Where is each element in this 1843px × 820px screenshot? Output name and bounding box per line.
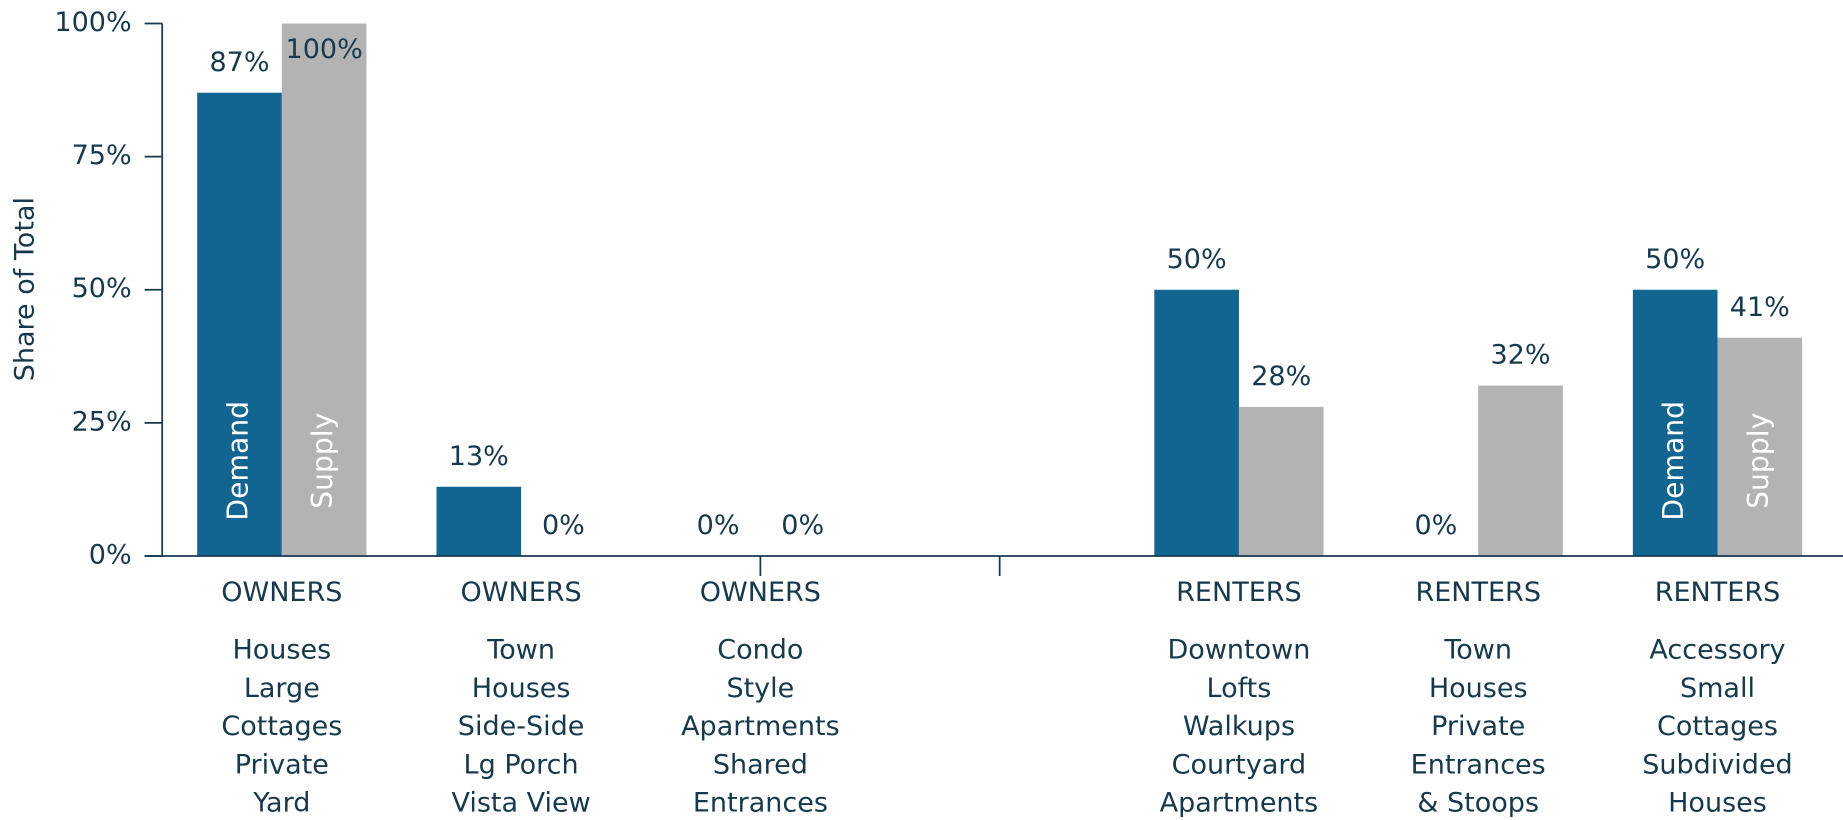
category-description: Walkups (1183, 711, 1295, 742)
category-description: Private (1431, 711, 1525, 742)
category-description: Downtown (1167, 635, 1310, 666)
category-description: Large (244, 673, 320, 704)
bar (1238, 406, 1324, 556)
value-label: 13% (449, 441, 509, 472)
series-label: Supply (1742, 413, 1775, 509)
value-label: 87% (210, 47, 270, 78)
series-label: Supply (306, 413, 339, 509)
category-description: Houses (1429, 673, 1528, 704)
value-label: 50% (1645, 244, 1705, 275)
x-tick-label: RENTERS (1655, 577, 1781, 608)
category-description: Subdivided (1642, 749, 1792, 780)
x-tick-label: OWNERS (461, 577, 582, 608)
category-description: Apartments (1160, 788, 1319, 819)
category-description: Small (1680, 673, 1755, 704)
value-label: 50% (1167, 244, 1227, 275)
category-description: Cottages (221, 711, 342, 742)
category-description: Town (486, 635, 555, 666)
value-label: 100% (286, 34, 363, 65)
category-description: Apartments (681, 711, 840, 742)
category-description: Entrances (693, 788, 828, 819)
category-description: Courtyard (1172, 749, 1307, 780)
bar (1717, 337, 1803, 556)
value-label: 0% (1414, 510, 1457, 541)
category-description: Yard (252, 788, 310, 819)
value-label: 0% (781, 510, 824, 541)
category-description: Houses (472, 673, 571, 704)
value-label: 0% (542, 510, 585, 541)
bar (436, 486, 522, 556)
bar (1632, 289, 1718, 556)
category-description: Lofts (1207, 673, 1272, 704)
y-tick-label: 25% (72, 406, 132, 437)
category-description: Entrances (1411, 749, 1546, 780)
bar (197, 92, 282, 556)
category-description: Style (726, 673, 794, 704)
category-description: & Stoops (1417, 788, 1539, 819)
category-description: Cottages (1657, 711, 1778, 742)
x-tick-label: OWNERS (221, 577, 342, 608)
y-axis-label: Share of Total (9, 197, 40, 381)
category-description: Accessory (1649, 635, 1785, 666)
value-label: 41% (1730, 292, 1790, 323)
category-description: Houses (1668, 788, 1767, 819)
value-label: 32% (1491, 340, 1551, 371)
y-tick-label: 100% (54, 7, 131, 38)
bar (1154, 289, 1239, 556)
y-tick-label: 0% (89, 539, 132, 570)
x-tick-label: OWNERS (700, 577, 821, 608)
bar (281, 23, 367, 556)
category-description: Houses (232, 635, 331, 666)
value-label: 0% (697, 510, 740, 541)
bar (1478, 385, 1563, 556)
category-description: Side-Side (458, 711, 585, 742)
category-description: Lg Porch (464, 749, 579, 780)
x-tick-label: RENTERS (1176, 577, 1302, 608)
category-description: Condo (717, 635, 803, 666)
category-description: Town (1443, 635, 1512, 666)
y-tick-label: 75% (72, 140, 132, 171)
value-label: 28% (1251, 361, 1311, 392)
series-label: Demand (1657, 401, 1690, 521)
series-label: Demand (222, 401, 255, 521)
category-description: Private (235, 749, 329, 780)
category-description: Shared (713, 749, 808, 780)
category-description: Vista View (451, 788, 590, 819)
y-tick-label: 50% (72, 273, 132, 304)
x-tick-label: RENTERS (1415, 577, 1541, 608)
